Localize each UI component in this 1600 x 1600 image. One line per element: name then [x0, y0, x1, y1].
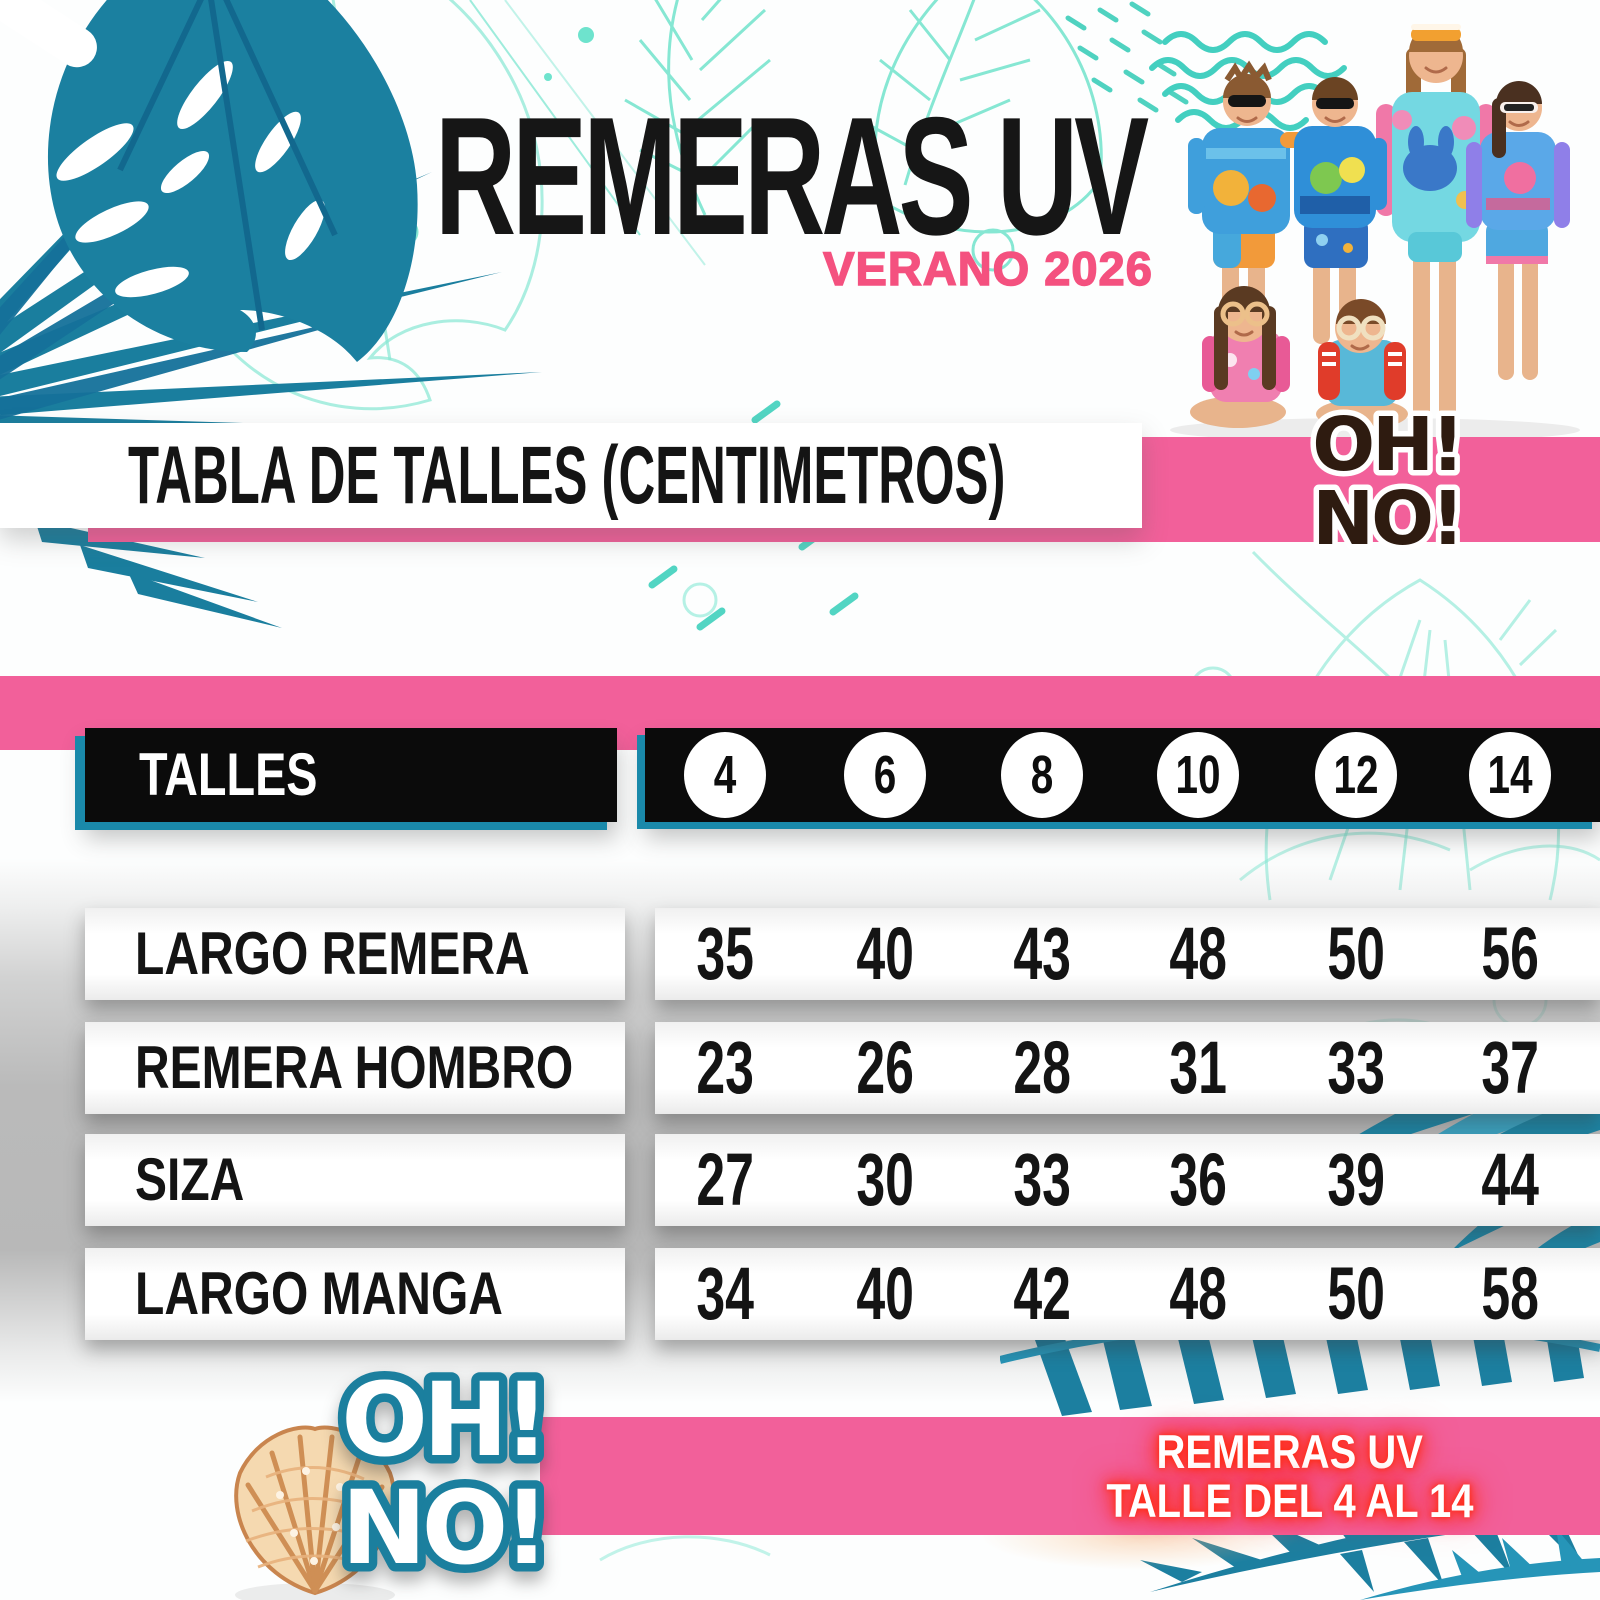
cell-value: 30: [856, 1138, 914, 1221]
kids-photo: [1170, 24, 1580, 442]
size-circle-4-label: 4: [713, 745, 737, 805]
cell-value: 48: [1169, 912, 1227, 995]
size-circle-6-label: 6: [873, 745, 897, 805]
monstera-leaf-graphic: [0, 0, 542, 433]
kid-boy-1: [1188, 60, 1342, 346]
cell-value: 48: [1169, 1252, 1227, 1335]
cell-value: 58: [1481, 1252, 1539, 1335]
footer-banner-text: REMERAS UV TALLE DEL 4 AL 14: [960, 1427, 1600, 1526]
size-circle-12-label: 12: [1333, 745, 1379, 805]
size-circle-10-label: 10: [1175, 745, 1221, 805]
row-1-label: LARGO REMERA: [135, 920, 530, 987]
table-row-label: REMERA HOMBRO: [85, 1022, 625, 1114]
kid-girl-right: [1466, 81, 1570, 380]
cell-value: 33: [1013, 1138, 1071, 1221]
cell-value: 28: [1013, 1026, 1071, 1109]
footer-banner-line2: TALLE DEL 4 AL 14: [1106, 1474, 1474, 1528]
table-row-label: SIZA: [85, 1134, 625, 1226]
size-circle-4: 4: [684, 732, 766, 818]
cell-value: 40: [856, 1252, 914, 1335]
cell-value: 26: [856, 1026, 914, 1109]
cell-value: 50: [1327, 1252, 1385, 1335]
table-row: 27 30 33 36 39 44: [655, 1134, 1600, 1226]
brand-logo-top-line1: OH!: [1312, 402, 1462, 488]
table-header-sizes-bar: 4 6 8 10 12 14: [645, 728, 1600, 822]
brand-logo-bottom: OH! NO!: [333, 1353, 559, 1597]
kid-sitting-girl: [1190, 286, 1290, 428]
brand-logo-top: OH! NO!: [1307, 398, 1471, 568]
brand-logo-top-line2: NO!: [1312, 476, 1462, 562]
cell-value: 31: [1169, 1026, 1227, 1109]
seashell-graphic: [234, 1425, 396, 1600]
footer-banner-line1: REMERAS UV: [1156, 1425, 1424, 1478]
table-row: 35 40 43 48 50 56: [655, 908, 1600, 1000]
footer-banner: REMERAS UV TALLE DEL 4 AL 14: [540, 1417, 1600, 1535]
cell-value: 34: [696, 1252, 754, 1335]
row-2-label: REMERA HOMBRO: [135, 1034, 574, 1101]
size-circle-8: 8: [1001, 732, 1083, 818]
cell-value: 56: [1481, 912, 1539, 995]
table-header-talles: TALLES: [85, 728, 617, 822]
brand-logo-bottom-line1: OH!: [341, 1361, 545, 1480]
brand-logo-bottom-line2: NO!: [341, 1469, 545, 1588]
cell-value: 33: [1327, 1026, 1385, 1109]
cell-value: 39: [1327, 1138, 1385, 1221]
size-circle-14: 14: [1469, 732, 1551, 818]
size-circle-6: 6: [844, 732, 926, 818]
cell-value: 27: [696, 1138, 754, 1221]
table-row-label: LARGO REMERA: [85, 908, 625, 1000]
size-chart-banner: TABLA DE TALLES (CENTIMETROS): [0, 423, 1142, 528]
cell-value: 23: [696, 1026, 754, 1109]
cell-value: 37: [1481, 1026, 1539, 1109]
table-row: 23 26 28 31 33 37: [655, 1022, 1600, 1114]
cell-value: 40: [856, 912, 914, 995]
size-circle-8-label: 8: [1030, 745, 1054, 805]
cell-value: 50: [1327, 912, 1385, 995]
cell-value: 36: [1169, 1138, 1227, 1221]
cell-value: 44: [1481, 1138, 1539, 1221]
size-circle-10: 10: [1157, 732, 1239, 818]
kid-boy-2: [1294, 77, 1387, 344]
page-subtitle: VERANO 2026: [822, 241, 1153, 296]
page-title: REMERAS UV: [434, 82, 1149, 270]
table-row: 34 40 42 48 50 58: [655, 1248, 1600, 1340]
size-circle-14-label: 14: [1487, 745, 1533, 805]
cell-value: 43: [1013, 912, 1071, 995]
cell-value: 35: [696, 912, 754, 995]
size-chart-banner-label: TABLA DE TALLES (CENTIMETROS): [128, 430, 1006, 521]
kid-sitting-boy: [1316, 299, 1408, 429]
row-4-label: LARGO MANGA: [135, 1260, 503, 1327]
row-3-label: SIZA: [135, 1146, 245, 1213]
cell-value: 42: [1013, 1252, 1071, 1335]
table-header-talles-label: TALLES: [139, 741, 318, 808]
size-circle-12: 12: [1315, 732, 1397, 818]
table-row-label: LARGO MANGA: [85, 1248, 625, 1340]
